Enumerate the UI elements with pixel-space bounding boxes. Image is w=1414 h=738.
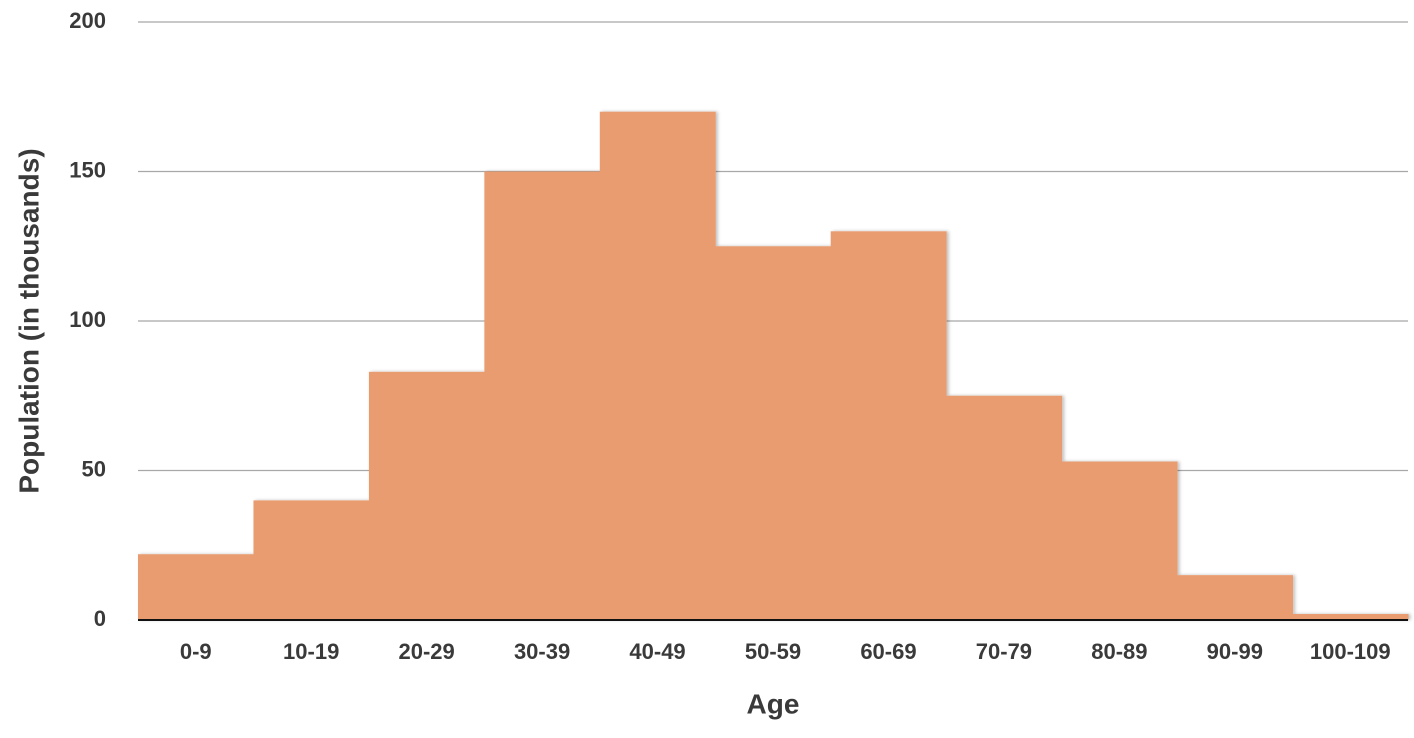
x-tick-label: 20-29 xyxy=(398,639,454,664)
x-tick-label: 90-99 xyxy=(1207,639,1263,664)
bar xyxy=(138,554,254,620)
x-axis-title: Age xyxy=(747,688,800,719)
x-tick-label: 40-49 xyxy=(629,639,685,664)
y-tick-label: 50 xyxy=(82,456,106,481)
x-tick-label: 10-19 xyxy=(283,639,339,664)
y-tick-label: 200 xyxy=(69,8,106,33)
bar xyxy=(1177,575,1294,620)
x-tick-label: 50-59 xyxy=(745,639,801,664)
bar xyxy=(484,171,601,620)
labels: 0 50 100 150 200 0-9 10-19 20-29 30-39 40-49 50-59… xyxy=(69,8,1408,664)
bar xyxy=(368,371,485,620)
bar xyxy=(253,500,370,620)
y-axis-title: Population (in thousands) xyxy=(13,148,44,493)
bars xyxy=(138,111,1409,621)
bar xyxy=(1061,461,1178,620)
y-tick-label: 0 xyxy=(94,606,106,631)
bar xyxy=(946,395,1063,620)
bar xyxy=(599,111,716,620)
x-tick-label: 70-79 xyxy=(976,639,1032,664)
x-tick-label: 80-89 xyxy=(1091,639,1147,664)
x-tick-label: 0-9 xyxy=(180,639,212,664)
bar xyxy=(1292,614,1409,620)
x-tick-label: 30-39 xyxy=(514,639,570,664)
x-tick-label: 60-69 xyxy=(860,639,916,664)
y-tick-label: 150 xyxy=(69,157,106,182)
x-tick-label: 100-109 xyxy=(1310,639,1391,664)
bar xyxy=(830,231,947,621)
bar xyxy=(715,246,832,620)
y-tick-label: 100 xyxy=(69,307,106,332)
